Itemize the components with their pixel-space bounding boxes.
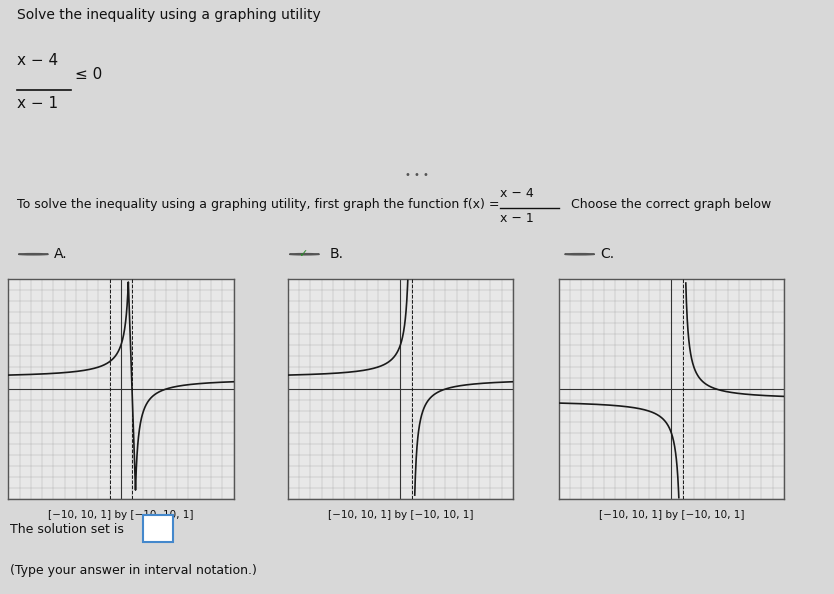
Text: ✓: ✓	[299, 249, 308, 259]
Text: x − 4: x − 4	[17, 53, 58, 68]
Text: (Type your answer in interval notation.): (Type your answer in interval notation.)	[10, 564, 257, 577]
Text: [−10, 10, 1] by [−10, 10, 1]: [−10, 10, 1] by [−10, 10, 1]	[328, 510, 473, 520]
Text: B.: B.	[329, 247, 344, 261]
Text: • • •: • • •	[405, 170, 429, 180]
Text: [−10, 10, 1] by [−10, 10, 1]: [−10, 10, 1] by [−10, 10, 1]	[599, 510, 744, 520]
Text: To solve the inequality using a graphing utility, first graph the function f(x) : To solve the inequality using a graphing…	[17, 198, 500, 210]
Text: C.: C.	[600, 247, 615, 261]
Text: x − 1: x − 1	[17, 96, 58, 112]
Text: ≤ 0: ≤ 0	[75, 67, 103, 83]
Text: x − 4: x − 4	[500, 187, 534, 200]
Text: Choose the correct graph below: Choose the correct graph below	[571, 198, 771, 210]
Text: Solve the inequality using a graphing utility: Solve the inequality using a graphing ut…	[17, 8, 320, 23]
Text: A.: A.	[54, 247, 68, 261]
Text: The solution set is: The solution set is	[10, 523, 124, 536]
Text: x − 1: x − 1	[500, 212, 534, 225]
Text: [−10, 10, 1] by [−10, 10, 1]: [−10, 10, 1] by [−10, 10, 1]	[48, 510, 193, 520]
FancyBboxPatch shape	[143, 515, 173, 542]
